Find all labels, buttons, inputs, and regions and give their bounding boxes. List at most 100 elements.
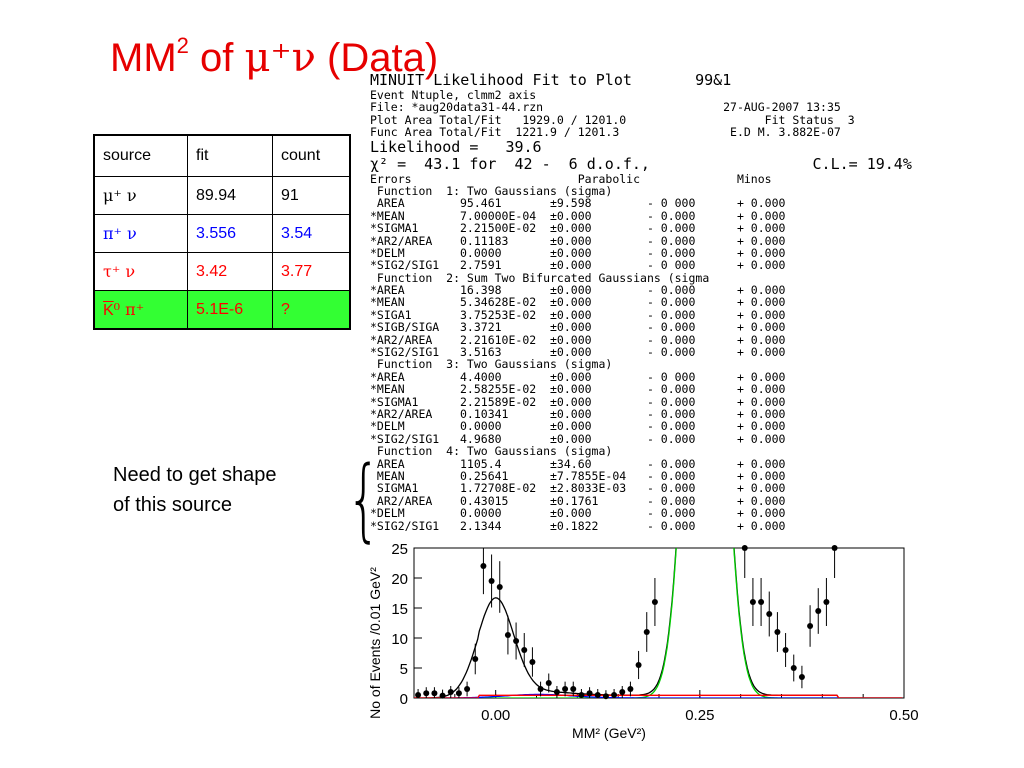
fit-panel-line: Event Ntuple, clmm2 axis — [370, 88, 537, 102]
fit-panel-line: Errors Parabolic Minos — [370, 171, 772, 186]
data-point — [815, 608, 822, 614]
fit-panel-line: SIGMA1 1.72708E-02 ±2.8033E-03 - 0.000 +… — [370, 481, 786, 496]
fit-panel-line: *AR2/AREA 2.21610E-02 ±0.000 - 0.000 + 0… — [370, 332, 786, 347]
data-point — [594, 692, 601, 698]
x-axis-label: MM² (GeV²) — [572, 725, 646, 741]
data-point — [529, 659, 536, 665]
data-point — [749, 599, 756, 605]
kbar-symbol: K — [103, 301, 114, 319]
data-point — [741, 545, 748, 551]
y-tick-label: 20 — [391, 571, 408, 588]
fit-panel-line: File: *aug20data31-44.rzn 27-AUG-2007 13… — [370, 100, 841, 115]
fit-panel-line: AREA 1105.4 ±34.60 - 0.000 + 0.000 — [370, 456, 786, 471]
y-tick-label: 10 — [391, 631, 408, 648]
data-point — [423, 690, 430, 697]
fit-panel-line: *SIG2/SIG1 2.7591 ±0.000 - 0 000 + 0.000 — [370, 258, 786, 273]
fit-panel-line: *MEAN 2.58255E-02 ±0.000 - 0.000 + 0.000 — [370, 382, 786, 397]
data-point — [798, 674, 805, 680]
count-cell: ? — [272, 290, 351, 330]
fit-panel-line: *MEAN 5.34628E-02 ±0.000 - 0.000 + 0.000 — [370, 295, 786, 310]
x-tick-label: 0.50 — [889, 707, 918, 724]
fit-panel-line: Function 2: Sum Two Bifurcated Gaussians… — [370, 270, 710, 285]
table-row: τ⁺ ν 3.42 3.77 — [93, 252, 351, 291]
fit-panel-line: *SIGMA1 2.21589E-02 ±0.000 - 0.000 + 0.0… — [370, 394, 786, 409]
data-point — [823, 599, 830, 605]
data-point — [758, 599, 765, 605]
data-point — [504, 632, 511, 638]
fit-panel-line: *AREA 4.4000 ±0.000 - 0 000 + 0.000 — [370, 369, 786, 384]
fit-panel-line: *DELM 0.0000 ±0.000 - 0.000 + 0.000 — [370, 419, 786, 434]
source-rest: ⁰ π⁺ — [113, 299, 145, 319]
x-tick-label: 0.00 — [481, 707, 510, 724]
data-point — [431, 690, 438, 697]
table-header-row: source fit count — [93, 134, 351, 177]
table-row-highlighted: K⁰ π⁺ 5.1E-6 ? — [93, 290, 351, 330]
fit-panel-line: *MEAN 7.00000E-04 ±0.000 - 0.000 + 0.000 — [370, 208, 786, 223]
data-point — [488, 578, 495, 584]
table-row: π⁺ ν 3.556 3.54 — [93, 214, 351, 253]
brace-icon: { — [346, 447, 381, 552]
data-point — [480, 563, 487, 569]
fit-panel-line: *SIGA1 3.75253E-02 ±0.000 - 0.000 + 0.00… — [370, 307, 786, 322]
y-tick-label: 25 — [391, 541, 408, 558]
data-point — [513, 638, 520, 644]
table-row: μ⁺ ν 89.94 91 — [93, 176, 351, 215]
fit-panel-line: *SIG2/SIG1 4.9680 ±0.000 - 0.000 + 0.000 — [370, 431, 786, 446]
source-cell: π⁺ ν — [93, 214, 188, 253]
fit-panel-line: Likelihood = 39.6 — [370, 137, 542, 156]
data-point — [570, 686, 577, 692]
data-point — [774, 629, 781, 635]
data-point — [807, 623, 814, 629]
note-line: of this source — [113, 494, 232, 516]
data-point — [496, 584, 503, 590]
data-point — [586, 690, 593, 697]
data-point — [537, 686, 544, 692]
fit-panel-line: *DELM 0.0000 ±0.000 - 0.000 + 0.000 — [370, 506, 786, 521]
data-point — [602, 693, 609, 700]
fit-panel-line: *SIGB/SIGA 3.3721 ±0.000 - 0.000 + 0.000 — [370, 320, 786, 335]
source-cell: K⁰ π⁺ — [93, 290, 188, 330]
y-tick-label: 15 — [391, 601, 408, 618]
fit-panel-line: MEAN 0.25641 ±7.7855E-04 - 0.000 + 0.000 — [370, 468, 786, 483]
fit-panel-line: MINUIT Likelihood Fit to Plot 99&1 — [370, 71, 732, 89]
data-point — [562, 686, 569, 692]
count-cell: 91 — [272, 176, 351, 215]
fit-panel-line: *AREA 16.398 ±0.000 - 0.000 + 0.000 — [370, 283, 786, 298]
fit-panel-line: Func Area Total/Fit 1221.9 / 1201.3 E.D … — [370, 125, 841, 140]
header-source: source — [93, 134, 188, 177]
fit-panel-line: *SIGMA1 2.21500E-02 ±0.000 - 0.000 + 0.0… — [370, 221, 786, 236]
fit-panel-line: *SIG2/SIG1 2.1344 ±0.1822 - 0.000 + 0.00… — [370, 518, 786, 533]
data-point — [553, 689, 560, 695]
fit-panel-line: *SIG2/SIG1 3.5163 ±0.000 - 0.000 + 0.000 — [370, 345, 786, 360]
data-point — [619, 689, 626, 695]
fit-panel-line: Function 3: Two Gaussians (sigma) — [370, 357, 613, 372]
header-count: count — [272, 134, 351, 177]
total-fit-curve — [414, 548, 903, 698]
source-cell: τ⁺ ν — [93, 252, 188, 291]
data-point — [455, 690, 462, 697]
fit-panel-line: Function 1: Two Gaussians (sigma) — [370, 183, 613, 198]
data-point — [790, 665, 797, 671]
fit-cell: 89.94 — [187, 176, 273, 215]
background-curve-blue — [414, 693, 903, 698]
source-table: source fit count μ⁺ ν 89.94 91 π⁺ ν 3.55… — [93, 134, 351, 330]
fit-panel-line: AREA 95.461 ±9.598 - 0 000 + 0.000 — [370, 196, 786, 211]
data-point — [578, 692, 585, 698]
data-point — [545, 680, 552, 686]
data-point — [472, 656, 479, 662]
fit-panel-line: *AR2/AREA 0.10341 ±0.000 - 0.000 + 0.000 — [370, 406, 786, 421]
plot-frame — [413, 547, 905, 699]
data-point — [464, 686, 471, 692]
fit-panel-line: AR2/AREA 0.43015 ±0.1761 - 0.000 + 0.000 — [370, 493, 786, 508]
fit-panel-line: *DELM 0.0000 ±0.000 - 0.000 + 0.000 — [370, 245, 786, 260]
fit-panel-line: Function 4: Two Gaussians (sigma) — [370, 444, 613, 459]
annotation-note: Need to get shape of this source — [113, 460, 276, 520]
background-curve-red — [414, 694, 903, 698]
fit-cell: 5.1E-6 — [187, 290, 273, 330]
signal-curve — [414, 548, 903, 698]
data-point — [782, 647, 789, 653]
fit-cell: 3.556 — [187, 214, 273, 253]
data-point — [627, 686, 634, 692]
data-point — [611, 692, 618, 698]
page-title: MM2 of μ⁺ν (Data) — [110, 33, 439, 81]
